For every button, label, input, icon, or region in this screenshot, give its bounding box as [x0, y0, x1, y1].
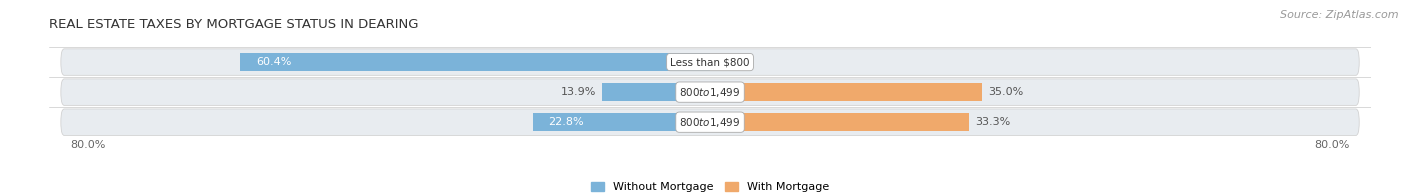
Text: $800 to $1,499: $800 to $1,499 — [679, 116, 741, 129]
Text: Source: ZipAtlas.com: Source: ZipAtlas.com — [1281, 10, 1399, 20]
Text: 0.0%: 0.0% — [716, 57, 745, 67]
Bar — [533, 113, 710, 132]
Bar — [240, 53, 710, 71]
Bar — [710, 113, 969, 132]
Text: 13.9%: 13.9% — [561, 87, 596, 97]
Text: $800 to $1,499: $800 to $1,499 — [679, 86, 741, 99]
Text: 35.0%: 35.0% — [988, 87, 1024, 97]
Legend: Without Mortgage, With Mortgage: Without Mortgage, With Mortgage — [586, 177, 834, 196]
FancyBboxPatch shape — [60, 109, 1360, 135]
Text: Less than $800: Less than $800 — [671, 57, 749, 67]
FancyBboxPatch shape — [60, 49, 1360, 75]
FancyBboxPatch shape — [60, 79, 1360, 105]
Text: 33.3%: 33.3% — [976, 117, 1011, 127]
Text: 60.4%: 60.4% — [256, 57, 291, 67]
Bar — [602, 83, 710, 102]
Text: 22.8%: 22.8% — [548, 117, 583, 127]
Bar — [710, 83, 983, 102]
Text: REAL ESTATE TAXES BY MORTGAGE STATUS IN DEARING: REAL ESTATE TAXES BY MORTGAGE STATUS IN … — [49, 18, 419, 31]
